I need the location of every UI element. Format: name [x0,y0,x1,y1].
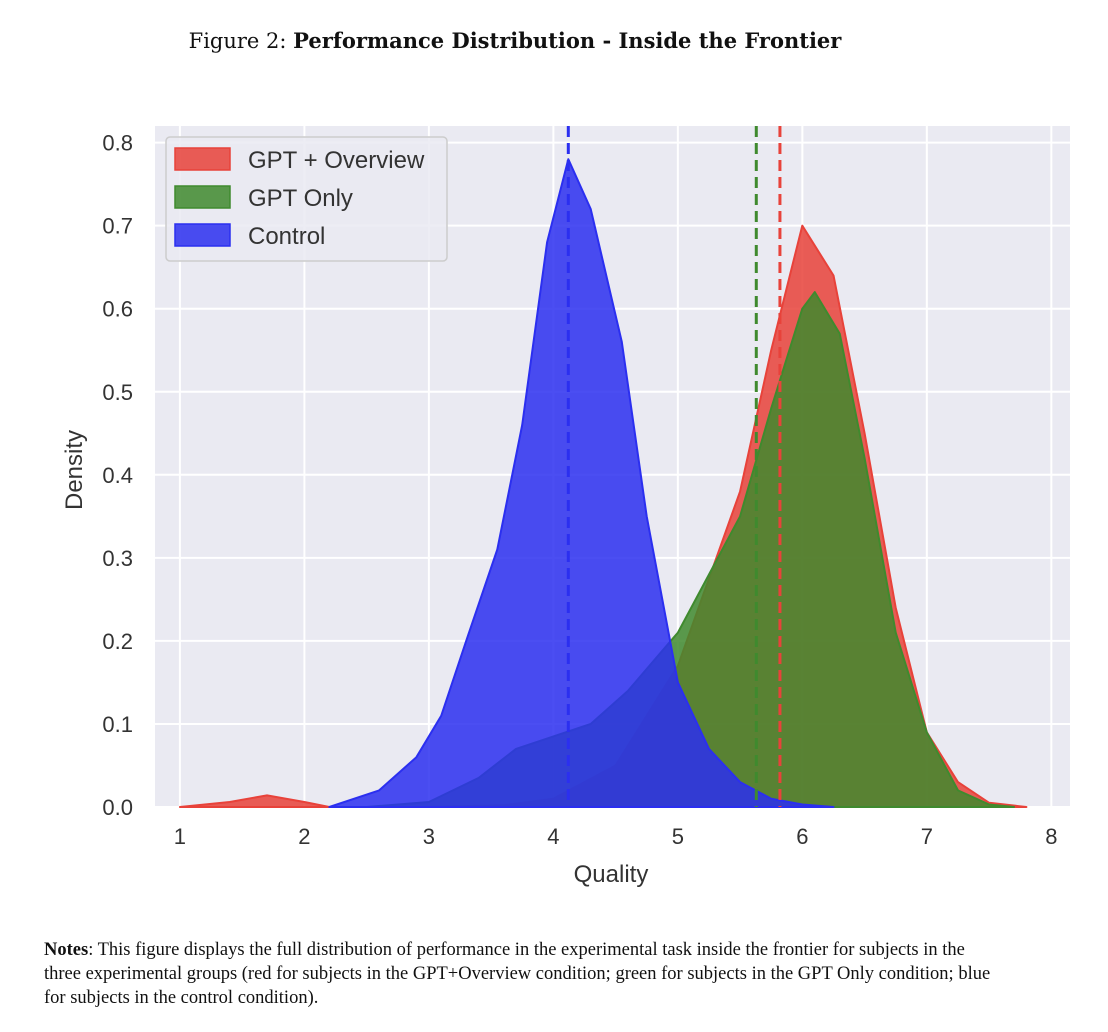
x-tick-label: 4 [547,824,559,849]
legend-label: GPT + Overview [248,147,425,174]
x-tick-label: 8 [1045,824,1057,849]
y-tick-label: 0.3 [102,546,133,571]
legend-label: GPT Only [248,185,353,212]
y-tick-label: 0.0 [102,795,133,820]
figure-title-text: Performance Distribution - Inside the Fr… [293,28,842,53]
y-tick-label: 0.6 [102,297,133,322]
x-axis-label: Quality [574,861,649,888]
figure-prefix: Figure 2: [188,29,287,53]
x-tick-label: 5 [672,824,684,849]
y-tick-label: 0.2 [102,629,133,654]
y-axis-label: Density [61,430,88,510]
legend-swatch [174,185,231,209]
x-tick-label: 2 [298,824,310,849]
y-tick-labels: 0.0 0.1 0.2 0.3 0.4 0.5 0.6 0.7 0.8 [102,131,133,820]
notes-text: : This figure displays the full distribu… [44,940,991,1008]
legend-box [165,136,448,262]
x-tick-labels: 1 2 3 4 5 6 7 8 [174,824,1058,849]
y-tick-label: 0.1 [102,712,133,737]
y-tick-label: 0.5 [102,380,133,405]
legend-swatch [174,147,231,171]
x-tick-label: 1 [174,824,186,849]
legend-label: Control [248,223,325,250]
legend: GPT + Overview GPT Only Control [165,136,448,262]
x-tick-label: 7 [921,824,933,849]
y-tick-label: 0.4 [102,463,133,488]
figure-notes: Notes: This figure displays the full dis… [44,938,1004,1010]
notes-lead: Notes [44,940,89,960]
y-tick-label: 0.7 [102,214,133,239]
density-chart: 0.0 0.1 0.2 0.3 0.4 0.5 0.6 0.7 0.8 1 2 3 4 5 6 7 8 Qua… [61,126,1070,888]
x-tick-label: 6 [796,824,808,849]
density-areas [178,158,1028,808]
density-area-control [328,158,835,808]
y-tick-label: 0.8 [102,131,133,156]
mean-lines [566,126,782,807]
legend-swatch [174,223,231,247]
x-tick-label: 3 [423,824,435,849]
figure-title: Figure 2: Performance Distribution - Ins… [0,28,1030,53]
